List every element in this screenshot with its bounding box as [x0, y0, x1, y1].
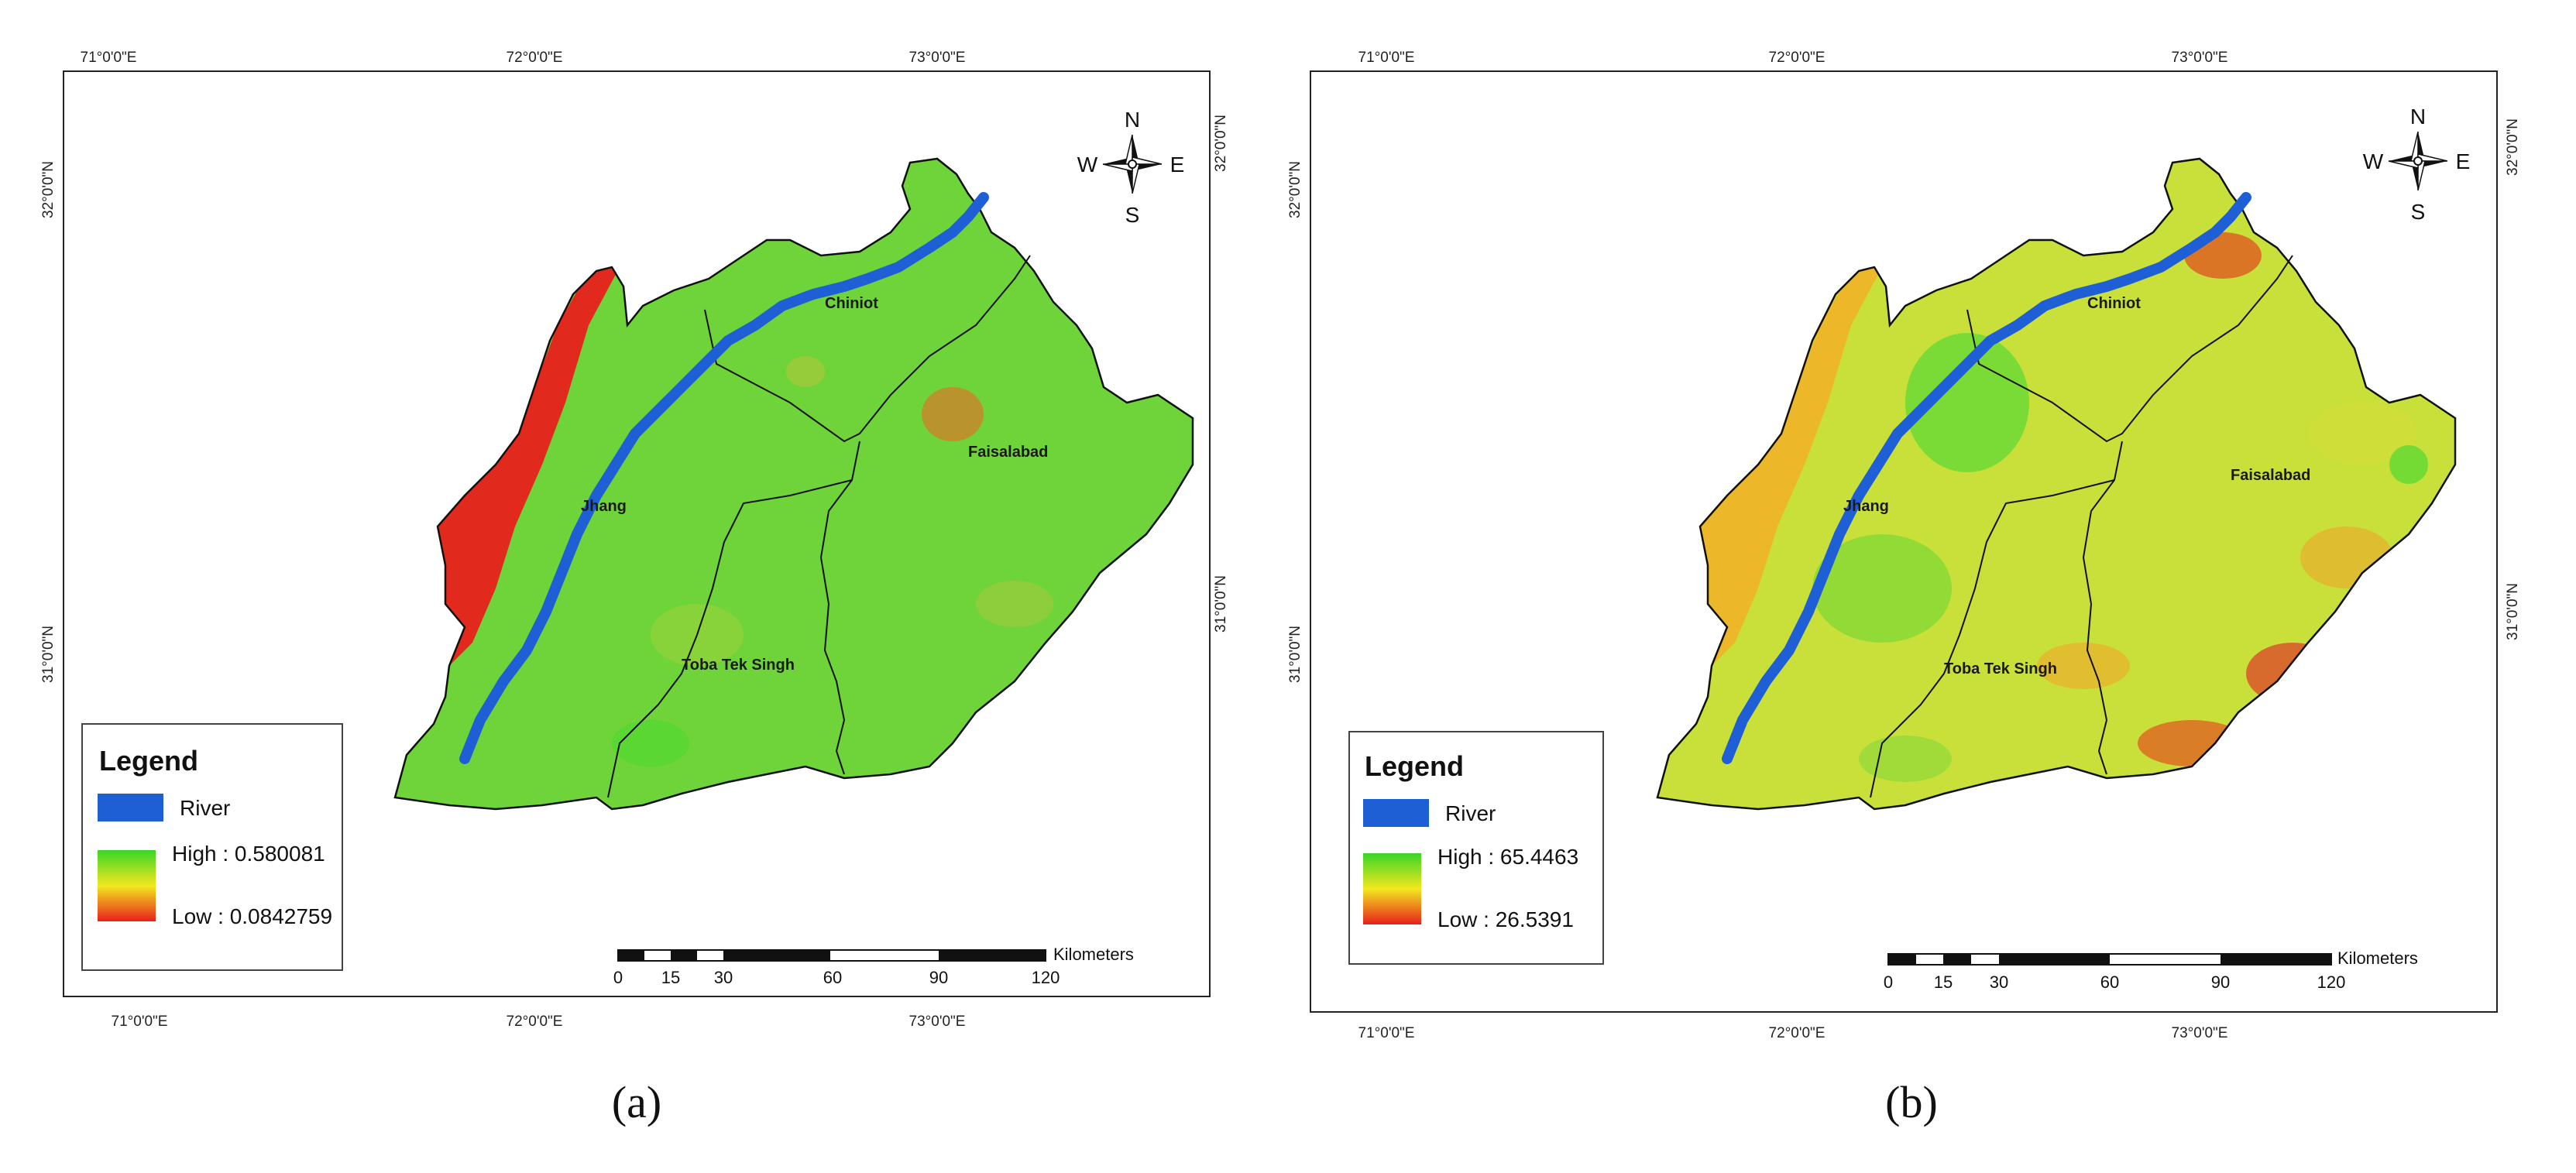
scale-bar-a: Kilometers 0 15 30 60 90 120: [613, 945, 1134, 987]
coord-left-31n: 31°0'0"N: [1287, 626, 1303, 683]
scale-tick-15: 15: [661, 968, 680, 987]
place-label-faisalabad: Faisalabad: [968, 444, 1048, 461]
district-boundary-b3: [1870, 479, 2115, 798]
scale-tick-90: 90: [2211, 972, 2230, 992]
coord-left-31n: 31°0'0"N: [40, 626, 57, 683]
coord-top-73e: 73°0'0"E: [909, 50, 966, 66]
scale-bar-b: Kilometers 0 15 30 60 90 120: [1884, 948, 2418, 992]
place-label-toba-tek-singh: Toba Tek Singh: [682, 657, 795, 674]
compass-s-label: S: [2411, 200, 2426, 224]
legend-river-label-b: River: [1445, 801, 1496, 825]
legend-high-label-a: High : 0.580081: [172, 842, 325, 866]
map-a-svg: 71°0'0"E 72°0'0"E 73°0'0"E 71°0'0"E 72°0…: [40, 50, 1229, 1030]
coord-bottom-72e: 72°0'0"E: [507, 1014, 563, 1030]
coord-bottom-72e: 72°0'0"E: [1769, 1025, 1826, 1041]
legend-ramp-a: [98, 850, 156, 921]
coord-top-72e: 72°0'0"E: [1769, 50, 1826, 66]
map-b-frame: [1310, 70, 2498, 1013]
coord-top-71e: 71°0'0"E: [81, 50, 137, 66]
legend-title-a: Legend: [99, 745, 198, 777]
legend-high-label-b: High : 65.4463: [1437, 845, 1578, 869]
scale-tick-60: 60: [823, 968, 842, 987]
scale-unit-b: Kilometers: [2337, 948, 2418, 968]
legend-title-b: Legend: [1365, 750, 1464, 782]
scale-tick-30: 30: [714, 968, 733, 987]
place-label-chiniot: Chiniot: [825, 295, 878, 312]
place-label-toba-tek-singh: Toba Tek Singh: [1944, 660, 2057, 677]
caption-a: (a): [611, 1077, 662, 1127]
map-panel-b: 71°0'0"E 72°0'0"E 73°0'0"E 71°0'0"E 72°0…: [1247, 0, 2576, 1173]
legend-ramp-b: [1363, 853, 1421, 924]
scale-tick-0: 0: [613, 968, 623, 987]
coord-bottom-71e: 71°0'0"E: [112, 1014, 168, 1030]
coord-right-32n: 32°0'0"N: [2505, 118, 2521, 176]
map-panel-a: 71°0'0"E 72°0'0"E 73°0'0"E 71°0'0"E 72°0…: [0, 0, 1270, 1173]
legend-river-label-a: River: [180, 796, 230, 820]
caption-b: (b): [1885, 1077, 1938, 1127]
coord-bottom-73e: 73°0'0"E: [909, 1014, 966, 1030]
coord-right-31n: 31°0'0"N: [1213, 575, 1229, 633]
legend-river-swatch-a: [98, 794, 163, 821]
district-boundary-b2: [2082, 441, 2123, 775]
coord-bottom-73e: 73°0'0"E: [2172, 1025, 2228, 1041]
scale-tick-15: 15: [1934, 972, 1953, 992]
coord-left-32n: 32°0'0"N: [40, 161, 57, 218]
coord-bottom-71e: 71°0'0"E: [1358, 1025, 1415, 1041]
map-a-frame: [63, 70, 1211, 997]
coord-top-71e: 71°0'0"E: [1358, 50, 1415, 66]
coord-right-32n: 32°0'0"N: [1213, 115, 1229, 172]
district-boundary-a3: [607, 479, 853, 798]
scale-tick-0: 0: [1884, 972, 1893, 992]
compass-s-label: S: [1125, 203, 1140, 227]
place-label-chiniot: Chiniot: [2087, 295, 2141, 312]
scale-tick-30: 30: [1990, 972, 2008, 992]
compass-w-label: W: [2363, 149, 2384, 173]
river-line-b: [1722, 192, 2251, 764]
river-line-a: [459, 192, 989, 764]
compass-e-label: E: [2456, 149, 2471, 173]
scale-unit-a: Kilometers: [1053, 945, 1134, 964]
legend-river-swatch-b: [1363, 799, 1429, 827]
place-label-faisalabad: Faisalabad: [2231, 467, 2310, 484]
compass-n-label: N: [1125, 108, 1140, 132]
scale-tick-90: 90: [929, 968, 948, 987]
coord-top-73e: 73°0'0"E: [2172, 50, 2228, 66]
legend-b: Legend River High : 65.4463 Low : 26.539…: [1348, 731, 1604, 965]
map-b-svg: 71°0'0"E 72°0'0"E 73°0'0"E 71°0'0"E 72°0…: [1287, 50, 2521, 1041]
scale-tick-120: 120: [2317, 972, 2346, 992]
place-label-jhang: Jhang: [581, 498, 627, 515]
district-boundary-b1: [1966, 255, 2293, 443]
compass-n-label: N: [2410, 105, 2426, 129]
coord-right-31n: 31°0'0"N: [2505, 583, 2521, 640]
coord-left-32n: 32°0'0"N: [1287, 161, 1303, 218]
compass-e-label: E: [1170, 153, 1185, 177]
scale-tick-120: 120: [1032, 968, 1060, 987]
legend-a: Legend River High : 0.580081 Low : 0.084…: [81, 723, 343, 971]
coord-top-72e: 72°0'0"E: [507, 50, 563, 66]
scale-tick-60: 60: [2100, 972, 2119, 992]
compass-w-label: W: [1077, 153, 1098, 177]
legend-low-label-a: Low : 0.0842759: [172, 904, 332, 928]
compass-rose-a: N S W E: [1077, 108, 1185, 227]
district-boundary-a2: [819, 441, 860, 775]
place-label-jhang: Jhang: [1843, 498, 1889, 515]
legend-low-label-b: Low : 26.5391: [1437, 907, 1574, 931]
district-boundary-a1: [704, 255, 1031, 443]
compass-rose-b: N S W E: [2363, 105, 2471, 224]
